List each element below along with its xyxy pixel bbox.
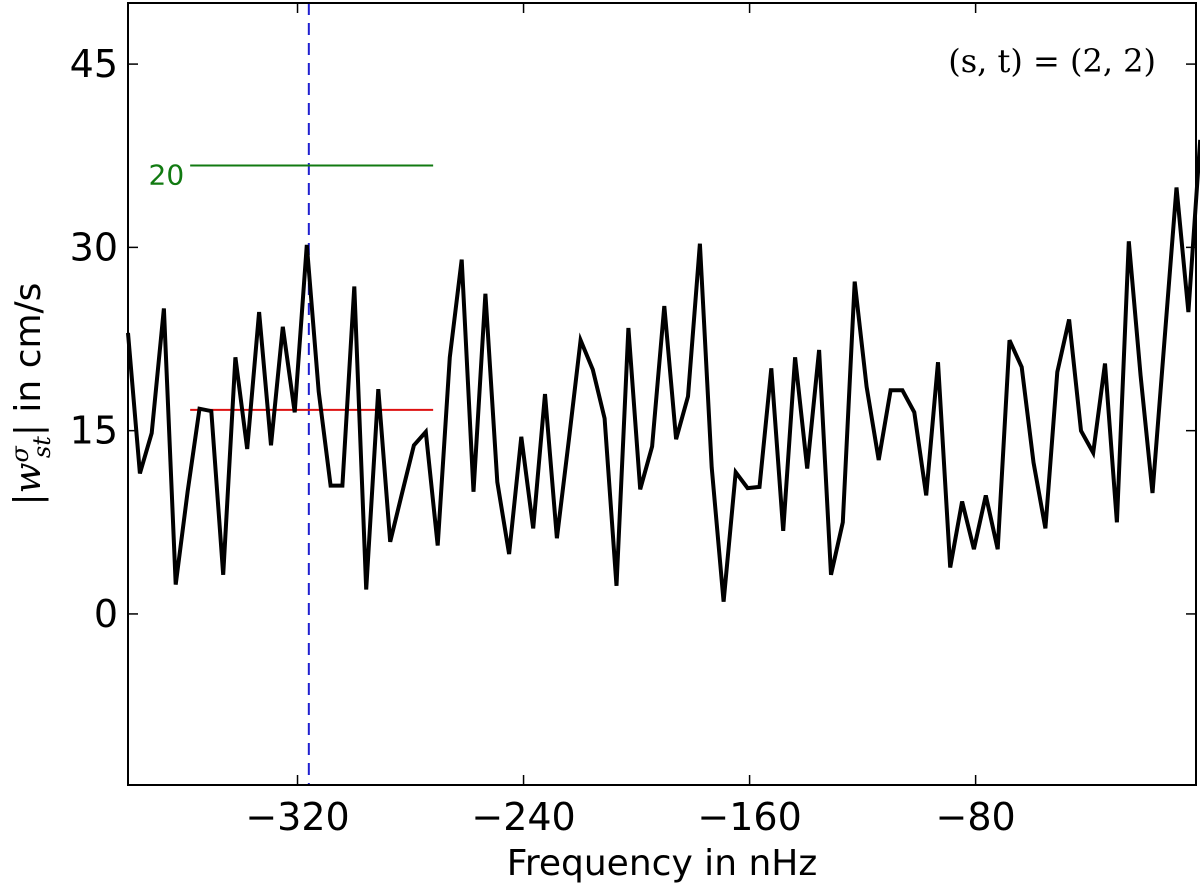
- series-group: [126, 139, 1200, 602]
- x-tick-label: −160: [697, 795, 801, 839]
- annotation: (s, t) = (2, 2): [948, 42, 1156, 80]
- y-tick-label: 15: [70, 409, 118, 453]
- y-axis-title: |wσst| in cm/s: [6, 283, 56, 506]
- x-tick-label: −80: [936, 795, 1016, 839]
- svg-text:|wσst| in cm/s: |wσst| in cm/s: [6, 283, 56, 506]
- y-axis-title-suffix: | in cm/s: [8, 283, 49, 437]
- y-tick-label: 0: [94, 592, 118, 636]
- ticks: −320 −240 −160 −80 0 15 30 45: [70, 3, 1196, 839]
- y-axis-title-sup: σ: [6, 446, 34, 463]
- x-tick-label: −320: [245, 795, 349, 839]
- y-tick-label: 45: [70, 42, 118, 86]
- y-tick-label: 30: [70, 225, 118, 269]
- series-line: [126, 139, 1200, 602]
- plot-frame: [127, 2, 1197, 786]
- reference-line-label: 20: [149, 159, 185, 192]
- x-tick-label: −240: [471, 795, 575, 839]
- y-axis-title-prefix: |w: [8, 462, 49, 505]
- x-axis-title: Frequency in nHz: [507, 843, 817, 884]
- y-axis-title-sub: st: [28, 436, 56, 458]
